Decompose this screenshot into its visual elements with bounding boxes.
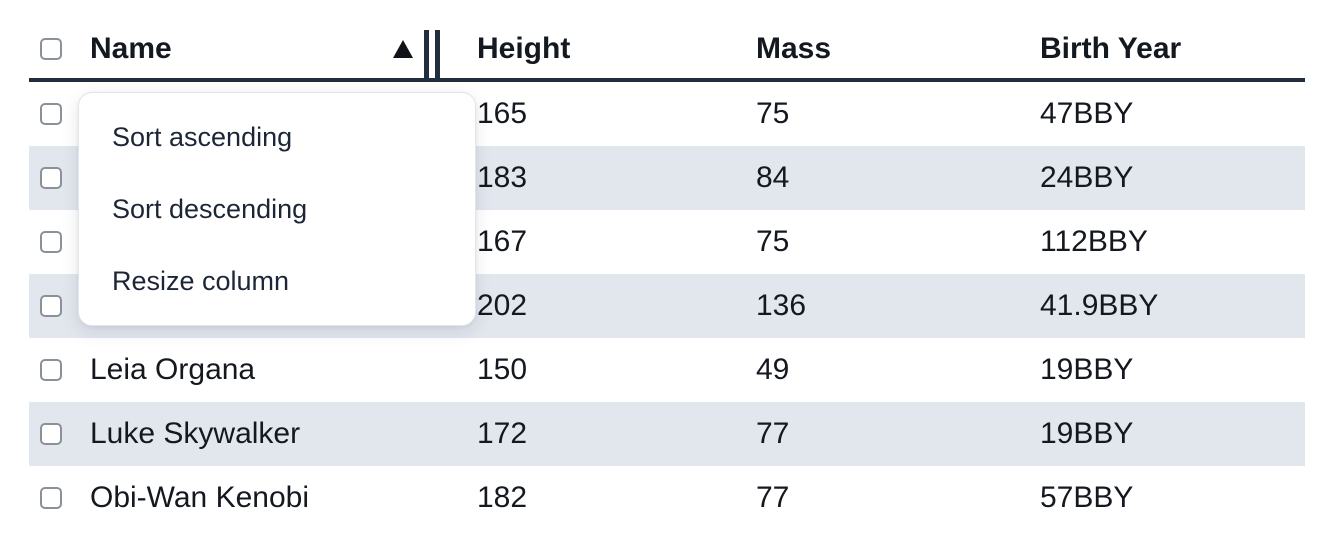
column-header-name[interactable]: Name (79, 20, 466, 78)
cell-birth-year: 57BBY (1040, 481, 1134, 511)
cell-mass: 77 (756, 417, 790, 450)
column-context-menu: Sort ascending Sort descending Resize co… (78, 92, 476, 326)
cell-birth-year: 112BBY (1040, 225, 1148, 258)
row-checkbox[interactable] (40, 423, 62, 445)
cell-height: 183 (477, 161, 528, 194)
cell-height: 182 (477, 481, 528, 511)
cell-mass: 75 (756, 225, 790, 258)
cell-mass: 75 (756, 97, 790, 130)
cell-birth-year: 24BBY (1040, 161, 1134, 194)
table-header-row: Name Height Mass Birth Year (29, 20, 1305, 82)
table-row: Leia Organa 150 49 19BBY (29, 338, 1305, 402)
cell-height: 165 (477, 97, 528, 130)
cell-mass: 136 (756, 289, 807, 322)
header-checkbox-cell (29, 38, 79, 60)
table-row: Obi-Wan Kenobi 182 77 57BBY (29, 466, 1305, 511)
cell-height: 150 (477, 353, 528, 386)
row-checkbox[interactable] (40, 103, 62, 125)
cell-height: 172 (477, 417, 528, 450)
menu-item-resize-column[interactable]: Resize column (112, 265, 290, 296)
row-checkbox[interactable] (40, 487, 62, 509)
row-checkbox[interactable] (40, 231, 62, 253)
cell-mass: 84 (756, 161, 790, 194)
column-header-name-label: Name (90, 32, 172, 65)
column-header-birth-year[interactable]: Birth Year (1040, 32, 1182, 65)
row-checkbox[interactable] (40, 359, 62, 381)
cell-birth-year: 19BBY (1040, 417, 1134, 450)
menu-item-sort-descending[interactable]: Sort descending (112, 193, 308, 224)
cell-birth-year: 47BBY (1040, 97, 1134, 130)
table-row: Luke Skywalker 172 77 19BBY (29, 402, 1305, 466)
data-table: Name Height Mass Birth Year 165 75 47BBY… (29, 20, 1305, 511)
column-header-mass[interactable]: Mass (756, 32, 832, 65)
column-resize-handle-icon[interactable] (424, 30, 440, 78)
sort-ascending-icon[interactable] (393, 40, 413, 58)
cell-mass: 49 (756, 353, 790, 386)
cell-birth-year: 19BBY (1040, 353, 1134, 386)
select-all-checkbox[interactable] (40, 38, 62, 60)
cell-mass: 77 (756, 481, 790, 511)
cell-name: Luke Skywalker (90, 417, 301, 450)
row-checkbox[interactable] (40, 295, 62, 317)
column-header-height[interactable]: Height (477, 32, 571, 65)
row-checkbox[interactable] (40, 167, 62, 189)
cell-name: Leia Organa (90, 353, 256, 386)
menu-item-sort-ascending[interactable]: Sort ascending (112, 121, 293, 152)
cell-height: 167 (477, 225, 528, 258)
cell-name: Obi-Wan Kenobi (90, 481, 309, 511)
cell-height: 202 (477, 289, 528, 322)
cell-birth-year: 41.9BBY (1040, 289, 1159, 322)
